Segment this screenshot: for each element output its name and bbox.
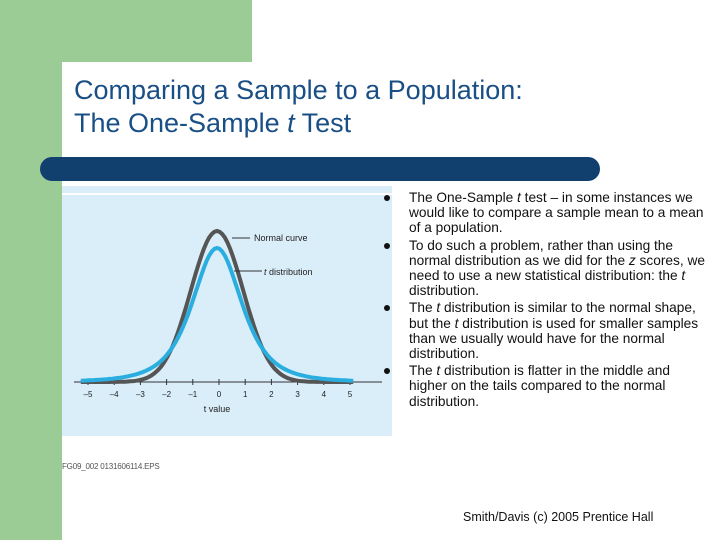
- x-tick-label: 4: [322, 390, 327, 399]
- t-curve-label-italic: t: [264, 267, 267, 277]
- bullet-text-run: distribution.: [409, 283, 479, 299]
- x-tick-label: 0: [217, 390, 222, 399]
- bullet-text-run: scores, we need to use a new statistical…: [409, 252, 705, 284]
- title-line-2: The One-Sample t Test: [74, 107, 694, 140]
- x-tick-label: –4: [110, 390, 119, 399]
- bullet-text-run: The: [409, 300, 437, 316]
- slide-footer: Smith/Davis (c) 2005 Prentice Hall: [463, 510, 654, 524]
- bullet-italic-run: t: [681, 268, 686, 284]
- distribution-plot: –5 –4 –3 –2 –1 0 1 2 3 4 5 Normal curve t distribu…: [62, 193, 392, 414]
- bullet-dot-icon: [384, 368, 390, 375]
- bullet-dot-icon: [384, 242, 390, 249]
- t-curve-label-rest: distribution: [267, 267, 313, 277]
- normal-curve-line: [80, 228, 354, 384]
- x-tick-label: 2: [269, 390, 274, 399]
- bullet-text-run: To do such a problem, rather than using …: [409, 237, 674, 268]
- x-axis-label: t value: [204, 404, 231, 414]
- bullet-text-run: The One-Sample: [409, 190, 518, 205]
- title-line-2-suffix: Test: [294, 108, 352, 138]
- bullet-text-run: distribution is flatter in the middle an…: [409, 363, 670, 409]
- bullet-text-run: The: [409, 363, 437, 379]
- x-tick-label: –3: [136, 390, 145, 399]
- bullet-item: The t distribution is flatter in the mid…: [384, 363, 709, 409]
- bullet-italic-run: t: [436, 300, 441, 316]
- t-distribution-figure: –5 –4 –3 –2 –1 0 1 2 3 4 5 Normal curve t distribu…: [62, 186, 392, 436]
- bullet-dot-icon: [384, 195, 390, 201]
- title-line-1: Comparing a Sample to a Population:: [74, 75, 523, 105]
- bullet-item: To do such a problem, rather than using …: [384, 238, 709, 299]
- slide-title: Comparing a Sample to a Population: The …: [74, 74, 694, 140]
- x-tick-label: –2: [162, 390, 171, 399]
- bullet-italic-run: t: [517, 190, 521, 205]
- x-tick-label: –5: [84, 390, 93, 399]
- x-tick-label: 3: [295, 390, 300, 399]
- title-line-2-italic: t: [287, 108, 295, 138]
- normal-curve-label: Normal curve: [254, 233, 308, 243]
- bullet-dot-icon: [384, 305, 390, 312]
- t-distribution-curve-line: [80, 245, 354, 383]
- decorative-green-band-left: [0, 0, 62, 540]
- title-line-2-prefix: The One-Sample: [74, 108, 288, 138]
- bullet-list: The One-Sample t test – in some instance…: [384, 190, 709, 411]
- x-tick-label: 1: [243, 390, 248, 399]
- figure-id-caption: FG09_002 0131606114.EPS: [62, 462, 160, 471]
- bullet-text-run: distribution is similar to the normal sh…: [409, 300, 696, 331]
- bullet-italic-run: t: [454, 315, 459, 331]
- t-curve-label: t distribution: [264, 267, 313, 277]
- x-tick-label: –1: [188, 390, 197, 399]
- x-axis-ticks: –5 –4 –3 –2 –1 0 1 2 3 4 5: [84, 379, 353, 399]
- title-divider-bar: [40, 157, 600, 181]
- bullet-item: The t distribution is similar to the nor…: [384, 300, 709, 361]
- bullet-item: The One-Sample t test – in some instance…: [384, 190, 709, 236]
- bullet-italic-run: t: [436, 363, 441, 379]
- bullet-text-run: test – in some instances we would like t…: [409, 190, 704, 236]
- bullet-text-run: distribution is used for smaller samples…: [409, 315, 699, 362]
- x-tick-label: 5: [348, 390, 353, 399]
- bullet-italic-run: z: [628, 252, 636, 268]
